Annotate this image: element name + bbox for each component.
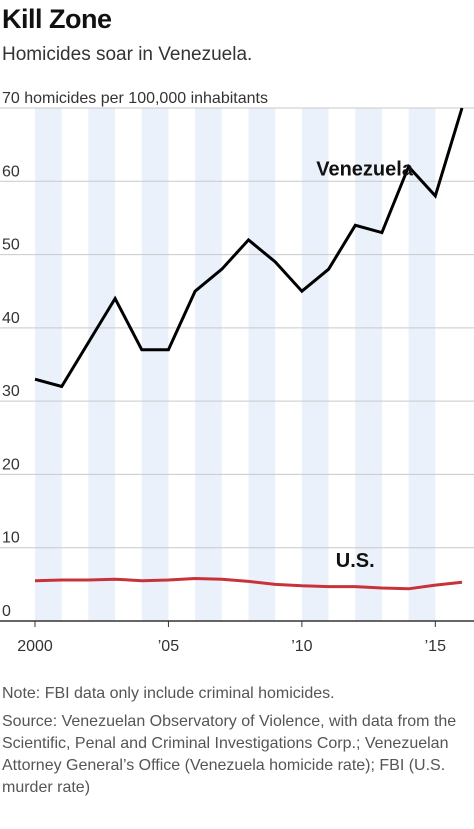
x-tick-label: ’10 — [291, 638, 312, 655]
y-tick-label: 60 — [2, 163, 20, 180]
year-band — [195, 108, 222, 621]
series-label: Venezuela — [316, 158, 414, 180]
y-tick-label: 0 — [2, 603, 11, 620]
source-text: Source: Venezuelan Observatory of Violen… — [2, 713, 457, 796]
y-tick-label: 20 — [2, 456, 20, 473]
series-label: U.S. — [336, 550, 375, 572]
gridlines — [0, 107, 474, 622]
y-axis-label: 70 homicides per 100,000 inhabitants — [2, 90, 268, 107]
x-tick-labels: 2000 ’05 ’10 ’15 — [17, 621, 446, 655]
chart-title: Kill Zone — [2, 4, 112, 34]
year-band — [35, 108, 62, 621]
y-tick-label: 50 — [2, 237, 20, 254]
year-band — [141, 108, 169, 621]
series-line-u-s — [34, 576, 463, 591]
x-tick-label: 2000 — [17, 638, 53, 655]
year-bands — [35, 108, 436, 621]
year-band — [88, 108, 116, 621]
year-band — [355, 108, 382, 621]
series-lines — [34, 107, 464, 591]
y-tick-label: 40 — [2, 310, 20, 327]
y-tick-label: 30 — [2, 383, 20, 400]
chart-subtitle: Homicides soar in Venezuela. — [2, 44, 253, 65]
series-line-venezuela — [34, 107, 464, 389]
year-band — [408, 108, 436, 621]
year-band — [248, 108, 276, 621]
note-text: Note: FBI data only include criminal hom… — [2, 685, 335, 702]
year-band — [301, 108, 329, 621]
y-tick-label: 10 — [2, 530, 20, 547]
x-tick-label: ’15 — [425, 638, 446, 655]
line-chart: 0 10 20 30 40 50 60 70 homicides per 100,000 in… — [0, 90, 474, 655]
y-tick-labels: 0 10 20 30 40 50 60 70 homicides per 100,000 in… — [2, 90, 268, 620]
series-labels: Venezuela U.S. — [316, 158, 414, 571]
chart-notes: Note: FBI data only include criminal hom… — [2, 683, 470, 805]
x-tick-label: ’05 — [158, 638, 179, 655]
